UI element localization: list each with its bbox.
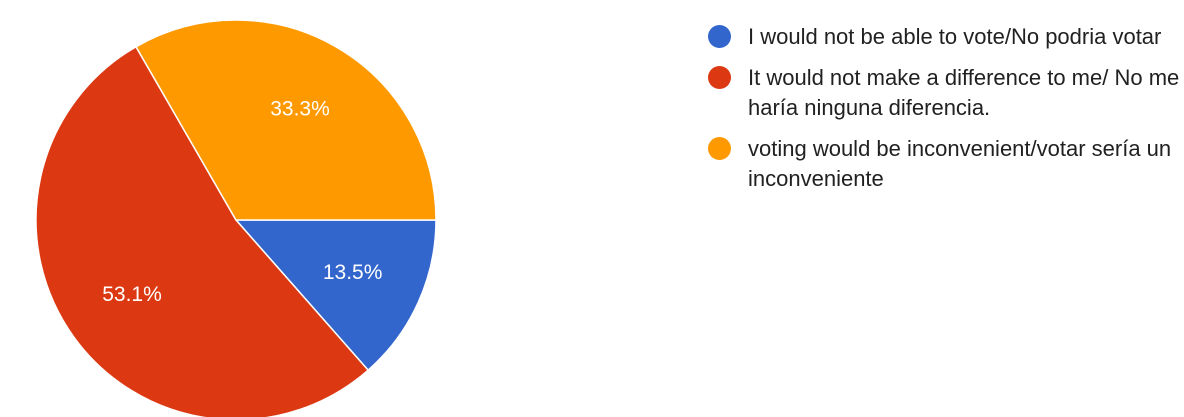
pie-chart: 13.5% 53.1% 33.3%	[35, 19, 437, 417]
slice-inconvenient[interactable]	[134, 19, 437, 221]
slice-value-label: 53.1%	[102, 283, 162, 306]
legend: I would not be able to vote/No podria vo…	[708, 22, 1184, 205]
pie-slices	[35, 19, 437, 417]
slice-not-able-to-vote[interactable]	[234, 219, 437, 372]
legend-swatch	[708, 66, 731, 89]
legend-swatch	[708, 25, 731, 48]
legend-label: voting would be inconvenient/votar sería…	[748, 136, 1172, 191]
slice-value-label: 33.3%	[270, 98, 330, 121]
legend-item-not-able-to-vote[interactable]: I would not be able to vote/No podria vo…	[708, 22, 1184, 52]
legend-label: It would not make a difference to me/ No…	[748, 65, 1180, 120]
pie-slice-labels: 13.5% 53.1% 33.3%	[102, 98, 383, 306]
legend-item-inconvenient[interactable]: voting would be inconvenient/votar sería…	[708, 134, 1184, 194]
legend-label: I would not be able to vote/No podria vo…	[748, 24, 1162, 49]
slice-value-label: 13.5%	[323, 261, 383, 284]
slice-no-difference[interactable]	[35, 45, 370, 417]
legend-swatch	[708, 137, 731, 160]
legend-item-no-difference[interactable]: It would not make a difference to me/ No…	[708, 63, 1184, 123]
